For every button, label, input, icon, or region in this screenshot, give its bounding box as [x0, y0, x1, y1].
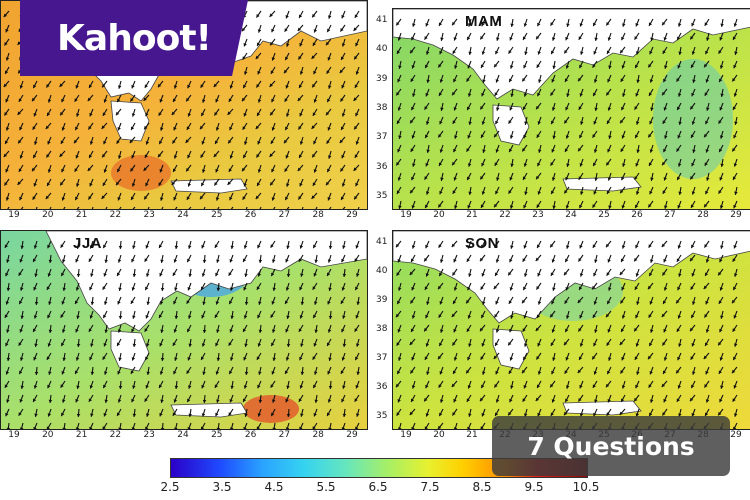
- x-tick-label: 22: [499, 210, 511, 220]
- y-tick-label: 37: [376, 132, 388, 143]
- map-panel-jja: JJA: [0, 230, 368, 430]
- x-tick-label: 29: [346, 430, 358, 440]
- y-tick-label: 36: [376, 161, 388, 172]
- questions-count-label: 7 Questions: [527, 431, 695, 461]
- colorbar-tick-label: 10.5: [572, 480, 600, 494]
- x-tick-label: 24: [565, 210, 577, 220]
- season-label-jja: JJA: [73, 235, 103, 252]
- x-tick-label: 26: [244, 210, 257, 220]
- map-panel-mam: MAM: [392, 8, 750, 210]
- x-tick-label: 29: [730, 210, 742, 220]
- wind-map-son: [393, 231, 750, 429]
- x-tick-label: 28: [312, 210, 324, 220]
- x-tick-row-mam: 19 20 21 22 23 24 25 26 27 28 29: [392, 210, 750, 224]
- x-tick-label: 19: [8, 210, 20, 220]
- colorbar-tick-label: 6.5: [368, 480, 388, 494]
- x-tick-label: 24: [177, 430, 189, 440]
- x-tick-label: 19: [8, 430, 20, 440]
- colorbar-tick-row: 2.5 3.5 4.5 5.5 6.5 7.5 8.5 9.5 10.5: [160, 480, 599, 496]
- wind-arrows: [395, 18, 738, 209]
- y-tick-label: 41: [376, 237, 388, 247]
- x-tick-label: 20: [433, 210, 445, 220]
- colorbar-tick-label: 4.5: [264, 480, 284, 494]
- colorbar-tick-label: 7.5: [420, 480, 440, 494]
- y-tick-label: 38: [376, 324, 388, 334]
- y-tick-label: 39: [376, 295, 388, 305]
- x-tick-label: 21: [466, 210, 478, 220]
- y-tick-label: 39: [376, 73, 388, 84]
- x-tick-label: 20: [42, 430, 54, 440]
- x-tick-label: 19: [400, 210, 412, 220]
- wind-map-mam: [393, 9, 750, 209]
- x-tick-label: 22: [109, 430, 122, 440]
- kahoot-logo: Kahoot!: [20, 0, 248, 76]
- x-tick-label: 22: [109, 210, 122, 220]
- x-tick-label: 25: [211, 430, 223, 440]
- x-tick-label: 23: [532, 210, 544, 220]
- x-tick-label: 23: [143, 210, 155, 220]
- y-tick-label: 35: [376, 411, 388, 421]
- brand-wordmark: Kahoot!: [57, 17, 212, 59]
- y-tick-label: 37: [376, 353, 388, 363]
- x-tick-label: 27: [278, 210, 291, 220]
- colorbar-tick-label: 5.5: [316, 480, 336, 494]
- x-tick-label: 28: [312, 430, 324, 440]
- questions-count-badge[interactable]: 7 Questions: [492, 416, 730, 476]
- map-panel-son: SON: [392, 230, 750, 430]
- x-tick-label: 21: [75, 210, 88, 220]
- y-tick-label: 40: [376, 266, 388, 276]
- x-tick-label: 19: [400, 430, 412, 440]
- x-tick-label: 21: [75, 430, 88, 440]
- x-tick-label: 27: [664, 210, 676, 220]
- x-tick-label: 29: [730, 430, 742, 440]
- x-tick-label: 20: [42, 210, 54, 220]
- y-tick-label: 41: [376, 15, 388, 25]
- x-tick-label: 25: [211, 210, 223, 220]
- x-tick-label: 25: [598, 210, 610, 220]
- colorbar-tick-label: 8.5: [472, 480, 492, 494]
- y-tick-label: 38: [376, 103, 388, 113]
- season-label-mam: MAM: [465, 13, 503, 30]
- x-tick-label: 20: [433, 430, 445, 440]
- wind-map-jja: [1, 231, 367, 429]
- colorbar-tick-label: 2.5: [160, 480, 180, 494]
- wind-arrows: [4, 240, 360, 429]
- y-tick-label: 36: [376, 382, 388, 392]
- y-tick-col-mam: 41 40 39 38 37 36 35: [376, 8, 392, 208]
- x-tick-label: 28: [697, 210, 709, 220]
- x-tick-label: 29: [346, 210, 358, 220]
- x-tick-row-djf: 19 20 21 22 23 24 25 26 27 28 29: [0, 210, 366, 224]
- y-tick-label: 35: [376, 191, 388, 201]
- y-tick-label: 40: [376, 44, 388, 55]
- x-tick-label: 24: [177, 210, 189, 220]
- x-tick-label: 26: [244, 430, 257, 440]
- x-tick-row-jja: 19 20 21 22 23 24 25 26 27 28 29: [0, 430, 366, 444]
- season-label-son: SON: [465, 235, 500, 252]
- x-tick-label: 27: [278, 430, 291, 440]
- colorbar-tick-label: 9.5: [524, 480, 544, 494]
- x-tick-label: 23: [143, 430, 155, 440]
- x-tick-label: 26: [631, 210, 643, 220]
- y-tick-col-son: 41 40 39 38 37 36 35: [376, 230, 392, 428]
- x-tick-label: 21: [466, 430, 478, 440]
- colorbar-tick-label: 3.5: [212, 480, 232, 494]
